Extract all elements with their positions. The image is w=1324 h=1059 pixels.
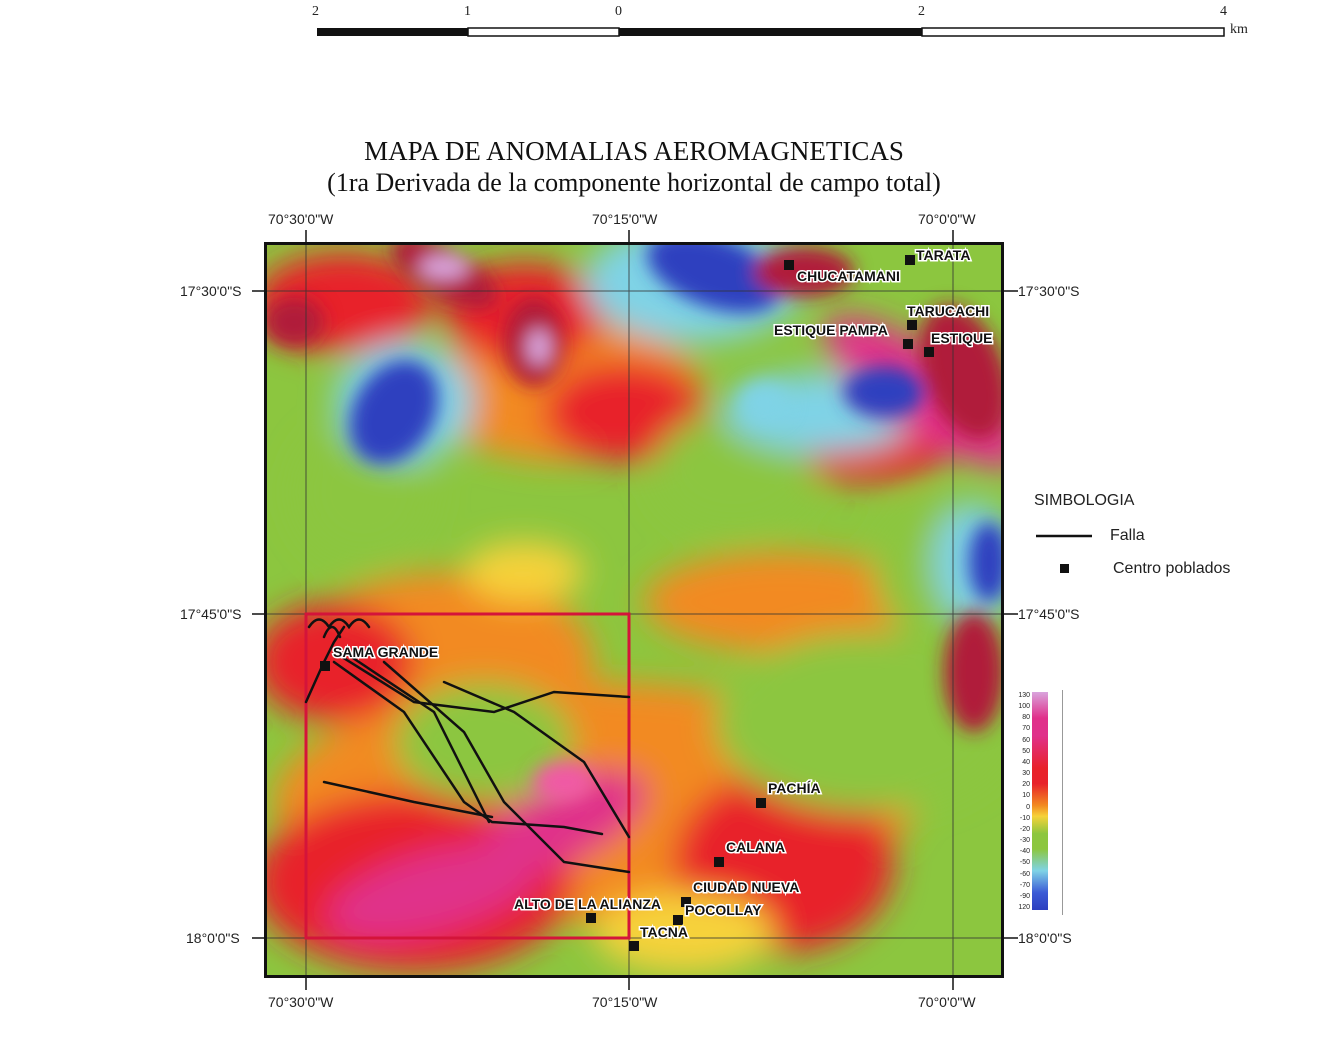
colorbar-tick-label: -90 [1019,892,1030,900]
place-label: TACNA [640,924,688,940]
colorbar-tick-label: 100 [1018,703,1030,711]
lat-label-right: 17°30'0"S [1018,283,1080,299]
place-labels: TARATA CHUCATAMANI TARUCACHI ESTIQUE PAM… [332,246,994,942]
place-label: SAMA GRANDE [333,644,438,660]
scale-tick-label: 2 [312,4,319,19]
colorbar-tick-label: -70 [1019,881,1030,889]
map-title: MAPA DE ANOMALIAS AEROMAGNETICAS [364,136,904,166]
lat-label-right: 18°0'0"S [1018,930,1072,946]
place-label: ALTO DE LA ALIANZA [514,896,661,912]
study-area-rectangle [304,612,631,940]
fault-lines [304,618,631,874]
scale-bar-graphic [317,27,1225,37]
place-label: CIUDAD NUEVA [693,879,799,895]
scale-tick-label: 0 [615,4,622,19]
colorbar-tick-label: -30 [1019,837,1030,845]
place-label: TARUCACHI [907,303,989,319]
colorbar-tick-label: 0 [1026,803,1030,811]
colorbar: 130 100 80 70 60 50 40 30 20 10 0 -10 -20 -30 -40 -50 -6… [1010,690,1070,915]
anomaly-map: TARATA CHUCATAMANI TARUCACHI ESTIQUE PAM… [264,242,1004,978]
lon-label-top: 70°30'0"W [268,211,334,227]
map-subtitle: (1ra Derivada de la componente horizonta… [327,168,941,197]
scale-tick-label: 4 [1220,4,1227,19]
place-label: PACHÍA [768,780,821,796]
place-label: TARATA [916,247,970,263]
colorbar-tick-label: 70 [1022,725,1030,733]
lon-label-bottom: 70°15'0"W [592,994,658,1010]
colorbar-tick-label: 20 [1022,781,1030,789]
legend-symbols [1036,534,1092,573]
legend-fault-label: Falla [1110,527,1145,544]
colorbar-tick-label: 50 [1022,747,1030,755]
map-frame [264,242,1004,978]
scale-tick-label: 2 [918,4,925,19]
colorbar-ramp [1032,692,1048,910]
town-markers [320,255,934,951]
colorbar-tick-label: 120 [1018,904,1030,911]
colorbar-tick-label: -60 [1019,870,1030,878]
scale-unit: km [1230,22,1248,37]
lon-label-bottom: 70°0'0"W [918,994,976,1010]
colorbar-tick-label: 130 [1018,692,1030,699]
colorbar-tick-label: 10 [1022,792,1030,800]
town-legend-marker [1060,564,1069,573]
map-ticks [252,230,1018,990]
colorbar-tick-label: 40 [1022,758,1030,766]
colorbar-tick-label: -20 [1019,825,1030,833]
lat-label-left: 17°30'0"S [180,283,242,299]
colorbar-tick-label: 60 [1022,736,1030,744]
colorbar-tick-label: -10 [1019,814,1030,822]
place-label: CALANA [726,839,785,855]
colorbar-tick-label: 80 [1022,714,1030,722]
lat-label-left: 17°45'0"S [180,606,242,622]
colorbar-labels: 130 100 80 70 60 50 40 30 20 10 0 -10 -20 -30 -40 -50 -6… [1010,690,1030,915]
legend-town-label: Centro poblados [1113,560,1231,577]
colorbar-tick-label: 30 [1022,770,1030,778]
lon-label-top: 70°0'0"W [918,211,976,227]
lon-label-bottom: 70°30'0"W [268,994,334,1010]
anomaly-surface: TARATA CHUCATAMANI TARUCACHI ESTIQUE PAM… [264,242,1004,978]
lon-label-top: 70°15'0"W [592,211,658,227]
legend: SIMBOLOGIA Falla Centro poblados [1030,490,1260,590]
colorbar-tick-label: -50 [1019,859,1030,867]
place-label: ESTIQUE PAMPA [774,322,888,338]
scale-tick-label: 1 [464,4,471,19]
lat-label-right: 17°45'0"S [1018,606,1080,622]
lat-label-left: 18°0'0"S [186,930,240,946]
place-label: POCOLLAY [685,902,762,918]
colorbar-tick-label: -40 [1019,848,1030,856]
scale-bar: 2 1 0 2 4 km [312,4,1248,44]
place-label: CHUCATAMANI [797,268,900,284]
place-label: ESTIQUE [931,330,992,346]
legend-title: SIMBOLOGIA [1034,492,1135,509]
